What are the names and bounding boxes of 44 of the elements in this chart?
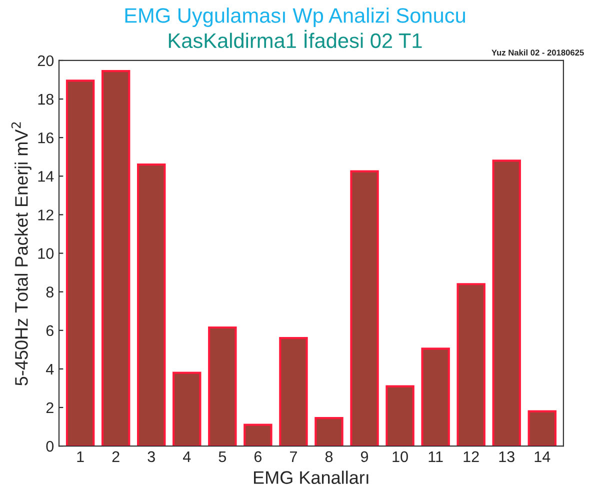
y-axis-title: 5-450Hz Total Packet Enerji mV$^{2}$ (11, 122, 32, 386)
chart-title: EMG Uygulaması Wp Analizi Sonucu (125, 8, 465, 28)
text: Yuz Nakil 02 - 20180625 (492, 49, 584, 56)
bar (136, 164, 166, 446)
bar (172, 372, 202, 446)
y-tick-label: 14 (38, 171, 54, 182)
y-tick-label: 10 (38, 248, 54, 259)
bar (528, 410, 556, 446)
y-tick-label: 2 (46, 402, 54, 414)
bar (386, 385, 414, 446)
x-tick-label: 1 (77, 451, 84, 462)
bar (208, 326, 237, 446)
x-tick-label: 12 (464, 451, 479, 462)
bar (244, 424, 272, 446)
bar (66, 80, 95, 446)
y-tick-label: 16 (38, 132, 54, 144)
y-tick-label: 8 (46, 286, 54, 298)
bar (279, 337, 308, 446)
chart-subtitle: KasKaldirma1 İfadesi 02 T1 (168, 30, 422, 48)
bar (421, 348, 450, 446)
bar (492, 160, 521, 446)
bar (314, 417, 344, 446)
x-tick-label: 8 (325, 451, 333, 462)
x-tick-label: 9 (360, 451, 368, 462)
x-tick-label: 2 (112, 451, 120, 462)
bar (456, 283, 486, 446)
y-tick-label: 6 (46, 325, 54, 336)
x-axis-title: EMG Kanalları (254, 470, 368, 484)
y-tick-label: 4 (46, 364, 54, 374)
x-tick-label: 5 (218, 451, 226, 462)
x-tick-label: 7 (290, 451, 297, 462)
y-tick-label: 12 (38, 210, 54, 220)
y-tick-label: 0 (46, 440, 54, 452)
x-tick-label: 10 (392, 451, 408, 462)
x-tick-label: 14 (534, 451, 550, 462)
x-tick-label: 3 (148, 451, 155, 462)
bar (350, 170, 379, 446)
x-tick-label: 6 (254, 451, 262, 462)
x-tick-label: 4 (182, 451, 191, 462)
x-tick-label: 11 (428, 451, 443, 462)
y-tick-label: 20 (38, 55, 54, 66)
bar (101, 70, 130, 446)
y-tick-label: 18 (38, 94, 54, 105)
x-tick-label: 13 (499, 451, 514, 462)
